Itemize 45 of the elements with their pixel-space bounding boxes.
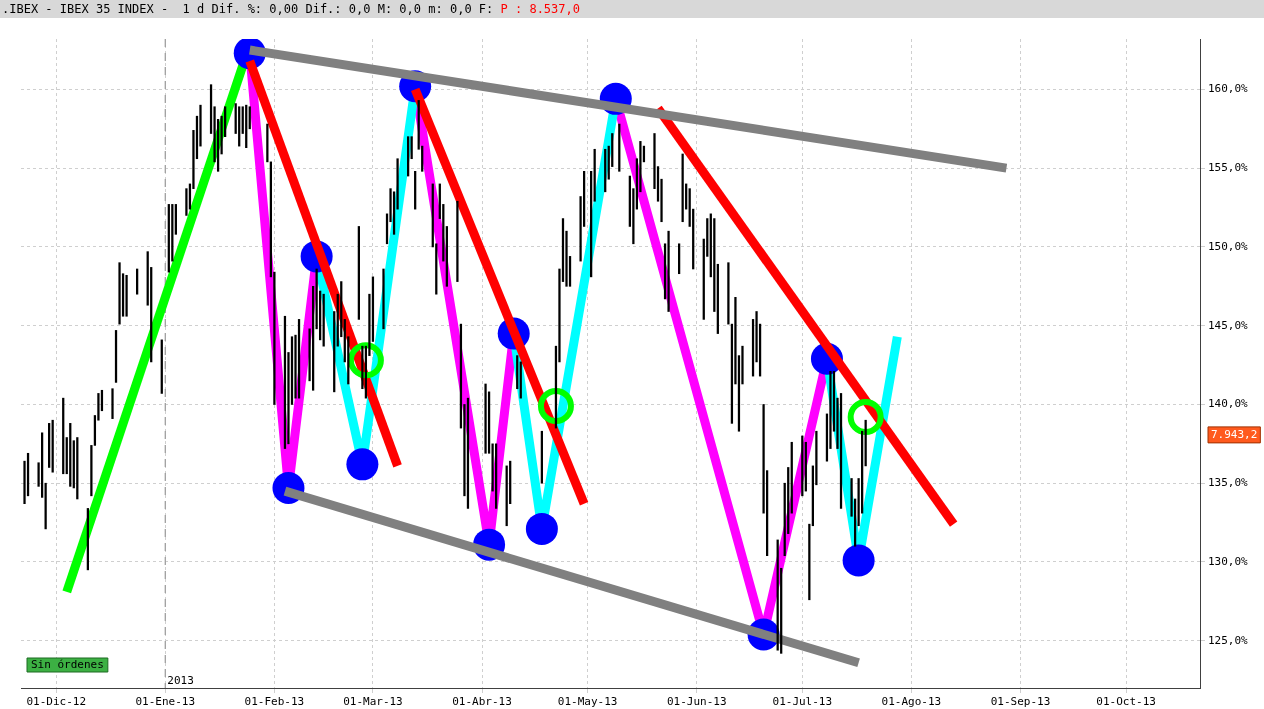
bar [125,274,128,317]
bar [174,204,177,235]
point [847,399,884,436]
point [537,388,574,425]
bar [185,188,188,216]
bar [40,432,44,498]
x-tick-label: 01-Ago-13 [881,695,942,709]
x-tick-label: 01-May-13 [557,695,618,709]
y-tick-label: 135,0% [1208,476,1249,490]
bar [727,262,730,325]
y-tick-label: 155,0% [1208,161,1249,175]
ref-line-label: 2013 [167,674,194,688]
x-tick-label: 01-Oct-13 [1096,695,1156,709]
y-tick-label: 130,0% [1208,554,1249,568]
y-tick-label: 160,0% [1208,82,1249,96]
bar [410,136,413,160]
point [842,544,875,577]
y-tick-label: 125,0% [1208,633,1249,647]
bar [111,388,114,419]
x-tick-label: 01-Dic-12 [26,695,86,709]
bar [678,243,681,275]
point [347,342,384,379]
x-tick-label: 01-Feb-13 [244,695,305,709]
bar [382,268,385,330]
y-tick-label: 145,0% [1208,318,1249,332]
y-tick-label: 140,0% [1208,397,1249,411]
bar [484,383,487,454]
x-tick-label: 01-Jul-13 [772,695,833,709]
chart-subtitle: P : 8.537,0 [500,2,580,16]
x-tick-label: 01-Mar-13 [343,695,403,709]
bar [118,262,121,325]
x-tick-label: 01-Abr-13 [452,695,512,709]
bar [456,200,459,282]
bar [136,268,139,295]
x-tick-label: 01-Jun-13 [666,695,727,709]
chart-title: .IBEX - IBEX 35 INDEX - 1 d Dif. %: 0,00 Dif.: 0,0 M: 0,0 m: 0,0 F: [2,2,494,16]
annotation: Sin órdenes [31,658,104,672]
y-tick-label: 150,0% [1208,239,1249,253]
bar [667,230,670,312]
x-tick-label: 01-Sep-13 [990,695,1051,709]
point [525,512,558,545]
text: 7.943,2 [1211,428,1258,442]
bar [248,106,251,130]
x-tick-label: 01-Ene-13 [135,695,196,709]
point [346,448,379,481]
